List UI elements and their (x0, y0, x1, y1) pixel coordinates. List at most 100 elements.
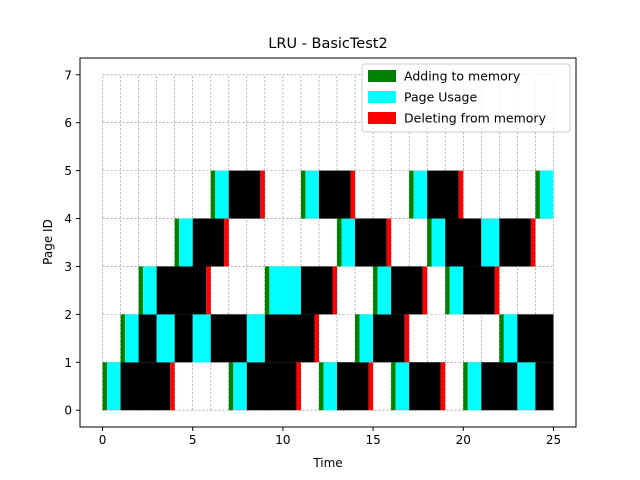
bar-segment-use (413, 170, 428, 219)
bar-segment-del (224, 218, 229, 267)
bar-segment-use (179, 218, 193, 267)
y-tick-label: 2 (64, 308, 72, 322)
bar-segment-run (318, 170, 351, 219)
bar-segment-use (481, 218, 500, 267)
bar-segment-run (427, 170, 459, 219)
bar-segment-add (264, 266, 270, 315)
bar-segment-del (260, 170, 265, 219)
bar-segment-run (210, 314, 247, 363)
bar-segment-use (125, 314, 139, 363)
x-tick-label: 5 (189, 433, 197, 447)
bar-segment-run (174, 314, 193, 363)
bar-segment-del (530, 218, 536, 267)
y-tick-label: 0 (64, 404, 72, 418)
y-tick-label: 1 (64, 356, 72, 370)
bar-segment-run (481, 362, 518, 411)
bar-segment-run (228, 170, 261, 219)
bar-segment-run (373, 314, 405, 363)
bar-segment-run (445, 218, 482, 267)
bar-segment-use (539, 170, 554, 219)
bar-segment-del (386, 218, 392, 267)
bar-segment-del (332, 266, 338, 315)
x-tick-label: 25 (546, 433, 561, 447)
bar-segment-del (494, 266, 500, 315)
bar-segment-run (156, 266, 207, 315)
bar-segment-use (246, 314, 265, 363)
bar-segment-use (143, 266, 157, 315)
bar-segment-use (377, 266, 392, 315)
bar-segment-add (391, 362, 396, 411)
bar-segment-use (305, 170, 319, 219)
x-tick-label: 15 (365, 433, 380, 447)
bar-segment-add (337, 218, 342, 267)
bar-segment-use (359, 314, 374, 363)
bar-segment-run (264, 314, 315, 363)
ticks: 0 5 10 15 20 25 0 1 2 3 4 5 6 7 (64, 68, 561, 447)
bar-segment-add (427, 218, 432, 267)
legend: Adding to memory Page Usage Deleting from … (361, 63, 571, 133)
bar-segment-del (314, 314, 319, 363)
bar-segment-add (463, 362, 468, 411)
bar-segment-run (499, 218, 531, 267)
bar-segment-run (409, 362, 441, 411)
legend-label-add: Adding to memory (404, 69, 521, 84)
y-axis-label: Page ID (41, 219, 55, 265)
bar-segment-use (323, 362, 338, 411)
y-tick-label: 5 (64, 164, 72, 178)
legend-box (361, 63, 571, 133)
bars (102, 170, 554, 411)
bar-segment-use (156, 314, 175, 363)
bar-segment-run (391, 266, 423, 315)
bar-segment-run (138, 314, 157, 363)
x-axis-label: Time (312, 456, 342, 470)
bar-segment-use (107, 362, 121, 411)
bar-segment-add (318, 362, 324, 411)
bar-segment-use (467, 362, 482, 411)
bar-segment-del (404, 314, 410, 363)
legend-label-use: Page Usage (404, 90, 477, 105)
bar-segment-run (192, 218, 225, 267)
bar-segment-del (458, 170, 464, 219)
x-tick-label: 10 (275, 433, 290, 447)
bar-segment-add (373, 266, 378, 315)
legend-swatch-use (368, 91, 396, 103)
bar-segment-add (228, 362, 234, 411)
bar-segment-add (300, 170, 306, 219)
plot-frame (79, 57, 577, 428)
bar-segment-run (246, 362, 297, 411)
bar-segment-use (192, 314, 211, 363)
bar-segment-add (174, 218, 180, 267)
bar-segment-del (422, 266, 428, 315)
bar-segment-run (463, 266, 495, 315)
chart-title: LRU - BasicTest2 (268, 36, 387, 52)
bar-segment-del (206, 266, 211, 315)
x-tick-label: 20 (456, 433, 471, 447)
legend-swatch-del (368, 112, 396, 124)
bar-segment-add (120, 314, 126, 363)
bar-segment-del (296, 362, 301, 411)
bar-segment-run (120, 362, 171, 411)
bar-segment-use (233, 362, 247, 411)
bar-segment-run (517, 314, 554, 363)
axes (79, 57, 577, 428)
bar-segment-add (138, 266, 144, 315)
bar-segment-del (440, 362, 446, 411)
bar-segment-add (210, 170, 216, 219)
bar-segment-use (431, 218, 446, 267)
legend-swatch-add (368, 70, 396, 82)
bar-segment-add (409, 170, 414, 219)
bar-segment-add (535, 170, 540, 219)
bar-segment-use (503, 314, 518, 363)
y-tick-label: 6 (64, 116, 72, 130)
y-tick-label: 4 (64, 212, 72, 226)
bar-segment-run (535, 362, 554, 411)
bar-segment-use (449, 266, 464, 315)
bar-segment-use (341, 218, 356, 267)
y-tick-label: 3 (64, 260, 72, 274)
x-tick-label: 0 (99, 433, 107, 447)
bar-segment-add (445, 266, 450, 315)
bar-segment-del (170, 362, 175, 411)
bar-segment-add (102, 362, 108, 411)
y-tick-label: 7 (64, 68, 72, 82)
bar-segment-use (395, 362, 410, 411)
